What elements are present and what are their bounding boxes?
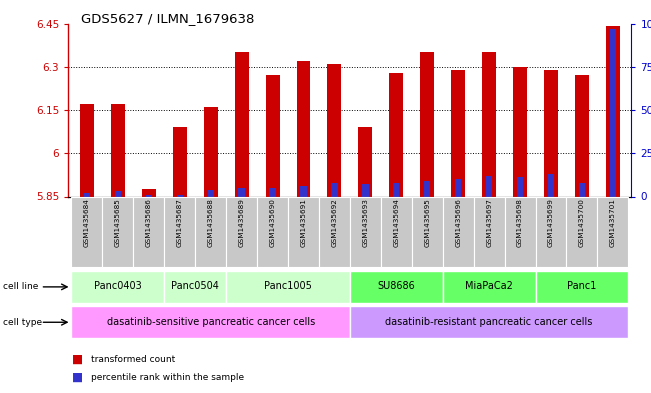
Text: ■: ■ bbox=[72, 353, 83, 366]
Bar bbox=[226, 271, 350, 303]
Bar bbox=[575, 75, 589, 196]
Bar bbox=[443, 196, 474, 267]
Bar bbox=[102, 196, 133, 267]
Bar bbox=[421, 52, 434, 196]
Text: GSM1435684: GSM1435684 bbox=[84, 198, 90, 248]
Text: SU8686: SU8686 bbox=[378, 281, 415, 291]
Text: GSM1435691: GSM1435691 bbox=[301, 198, 307, 248]
Bar bbox=[505, 196, 536, 267]
Text: GSM1435685: GSM1435685 bbox=[115, 198, 121, 248]
Text: GSM1435692: GSM1435692 bbox=[331, 198, 337, 248]
Bar bbox=[350, 271, 443, 303]
Bar bbox=[164, 271, 226, 303]
Bar bbox=[266, 75, 279, 196]
Bar bbox=[517, 178, 523, 196]
Bar bbox=[513, 67, 527, 196]
Bar bbox=[72, 196, 102, 267]
Text: GSM1435700: GSM1435700 bbox=[579, 198, 585, 248]
Bar bbox=[482, 52, 496, 196]
Bar bbox=[362, 184, 368, 196]
Bar bbox=[257, 196, 288, 267]
Text: Panc1005: Panc1005 bbox=[264, 281, 312, 291]
Text: GSM1435697: GSM1435697 bbox=[486, 198, 492, 248]
Bar bbox=[319, 196, 350, 267]
Bar bbox=[606, 26, 620, 196]
Text: dasatinib-resistant pancreatic cancer cells: dasatinib-resistant pancreatic cancer ce… bbox=[385, 316, 593, 327]
Text: GSM1435698: GSM1435698 bbox=[517, 198, 523, 248]
Bar bbox=[195, 196, 226, 267]
Text: GSM1435686: GSM1435686 bbox=[146, 198, 152, 248]
Bar bbox=[234, 52, 249, 196]
Bar bbox=[412, 196, 443, 267]
Bar bbox=[176, 195, 183, 196]
Text: MiaPaCa2: MiaPaCa2 bbox=[465, 281, 513, 291]
Bar bbox=[389, 73, 403, 196]
Bar bbox=[226, 196, 257, 267]
Bar bbox=[424, 181, 430, 196]
Text: GSM1435699: GSM1435699 bbox=[548, 198, 554, 248]
Bar bbox=[359, 127, 372, 196]
Bar bbox=[146, 195, 152, 196]
Bar bbox=[566, 196, 598, 267]
Bar bbox=[72, 307, 350, 338]
Text: GSM1435687: GSM1435687 bbox=[176, 198, 183, 248]
Bar bbox=[142, 189, 156, 196]
Bar bbox=[350, 196, 381, 267]
Text: GSM1435701: GSM1435701 bbox=[610, 198, 616, 248]
Bar bbox=[393, 183, 400, 196]
Bar bbox=[455, 179, 462, 196]
Text: GSM1435689: GSM1435689 bbox=[239, 198, 245, 248]
Bar bbox=[474, 196, 505, 267]
Bar bbox=[327, 64, 341, 196]
Bar bbox=[486, 176, 492, 196]
Text: GSM1435693: GSM1435693 bbox=[363, 198, 368, 248]
Bar bbox=[208, 189, 214, 196]
Text: GSM1435694: GSM1435694 bbox=[393, 198, 399, 248]
Bar bbox=[72, 271, 164, 303]
Bar bbox=[598, 196, 628, 267]
Bar bbox=[111, 104, 125, 196]
Text: GSM1435690: GSM1435690 bbox=[270, 198, 275, 248]
Bar bbox=[270, 188, 275, 196]
Bar bbox=[536, 196, 566, 267]
Bar bbox=[381, 196, 412, 267]
Bar bbox=[443, 271, 536, 303]
Bar bbox=[133, 196, 164, 267]
Bar bbox=[288, 196, 319, 267]
Text: GSM1435696: GSM1435696 bbox=[455, 198, 461, 248]
Bar bbox=[548, 174, 554, 196]
Bar bbox=[84, 193, 90, 196]
Bar bbox=[579, 183, 585, 196]
Bar bbox=[300, 186, 307, 196]
Text: Panc0403: Panc0403 bbox=[94, 281, 142, 291]
Bar bbox=[350, 307, 628, 338]
Bar bbox=[164, 196, 195, 267]
Text: percentile rank within the sample: percentile rank within the sample bbox=[91, 373, 244, 382]
Text: GDS5627 / ILMN_1679638: GDS5627 / ILMN_1679638 bbox=[81, 12, 255, 25]
Text: GSM1435695: GSM1435695 bbox=[424, 198, 430, 248]
Bar bbox=[536, 271, 628, 303]
Text: cell type: cell type bbox=[3, 318, 42, 327]
Text: transformed count: transformed count bbox=[91, 355, 175, 364]
Text: dasatinib-sensitive pancreatic cancer cells: dasatinib-sensitive pancreatic cancer ce… bbox=[107, 316, 315, 327]
Bar bbox=[80, 104, 94, 196]
Text: Panc0504: Panc0504 bbox=[171, 281, 219, 291]
Bar bbox=[297, 61, 311, 196]
Text: ■: ■ bbox=[72, 371, 83, 384]
Bar bbox=[610, 29, 616, 196]
Bar bbox=[451, 70, 465, 196]
Bar bbox=[115, 191, 121, 196]
Text: Panc1: Panc1 bbox=[567, 281, 597, 291]
Bar bbox=[204, 107, 217, 196]
Text: GSM1435688: GSM1435688 bbox=[208, 198, 214, 248]
Bar bbox=[331, 183, 338, 196]
Bar bbox=[544, 70, 558, 196]
Bar bbox=[238, 188, 245, 196]
Bar bbox=[173, 127, 187, 196]
Text: cell line: cell line bbox=[3, 283, 38, 291]
